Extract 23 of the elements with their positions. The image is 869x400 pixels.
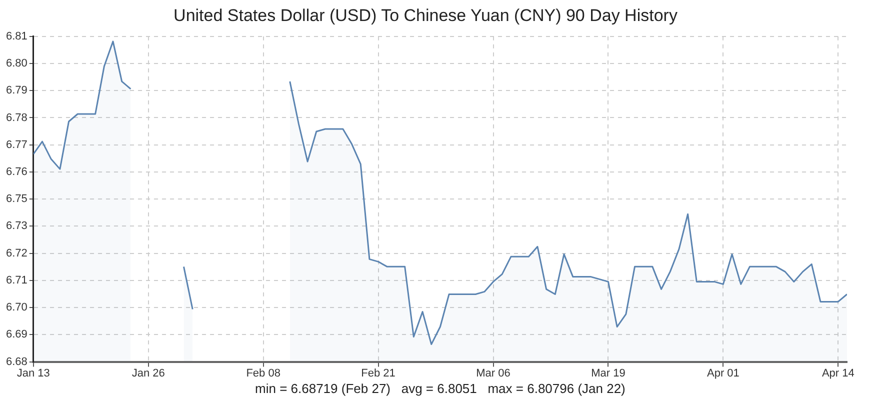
chart-title: United States Dollar (USD) To Chinese Yuan (CNY) 90 Day History xyxy=(174,6,678,25)
y-tick-label: 6.69 xyxy=(6,328,28,341)
x-tick-label: Feb 21 xyxy=(361,367,396,380)
x-tick-label: Mar 06 xyxy=(476,367,510,380)
y-tick-label: 6.81 xyxy=(6,30,28,42)
x-tick-label: Jan 13 xyxy=(16,367,50,380)
x-tick-label: Apr 14 xyxy=(822,367,854,380)
text: min = 6.68719 (Feb 27) avg = 6.8051 max = 6.80796 (Jan 22) xyxy=(255,381,626,396)
y-tick-label: 6.71 xyxy=(6,274,28,286)
x-tick-label: Mar 19 xyxy=(591,367,626,380)
y-tick-label: 6.70 xyxy=(6,302,28,314)
y-tick-label: 6.80 xyxy=(6,58,28,70)
x-tick-label: Apr 01 xyxy=(706,367,740,380)
y-tick-label: 6.73 xyxy=(6,220,28,232)
y-tick-label: 6.78 xyxy=(6,112,28,124)
y-tick-label: 6.76 xyxy=(6,166,28,178)
y-tick-label: 6.75 xyxy=(6,193,28,206)
y-tick-label: 6.77 xyxy=(6,138,28,151)
x-tick-label: Feb 08 xyxy=(246,367,280,380)
y-tick-label: 6.72 xyxy=(6,247,28,260)
y-tick-label: 6.68 xyxy=(6,356,28,368)
y-tick-label: 6.79 xyxy=(6,84,28,97)
x-tick-label: Jan 26 xyxy=(132,367,165,380)
